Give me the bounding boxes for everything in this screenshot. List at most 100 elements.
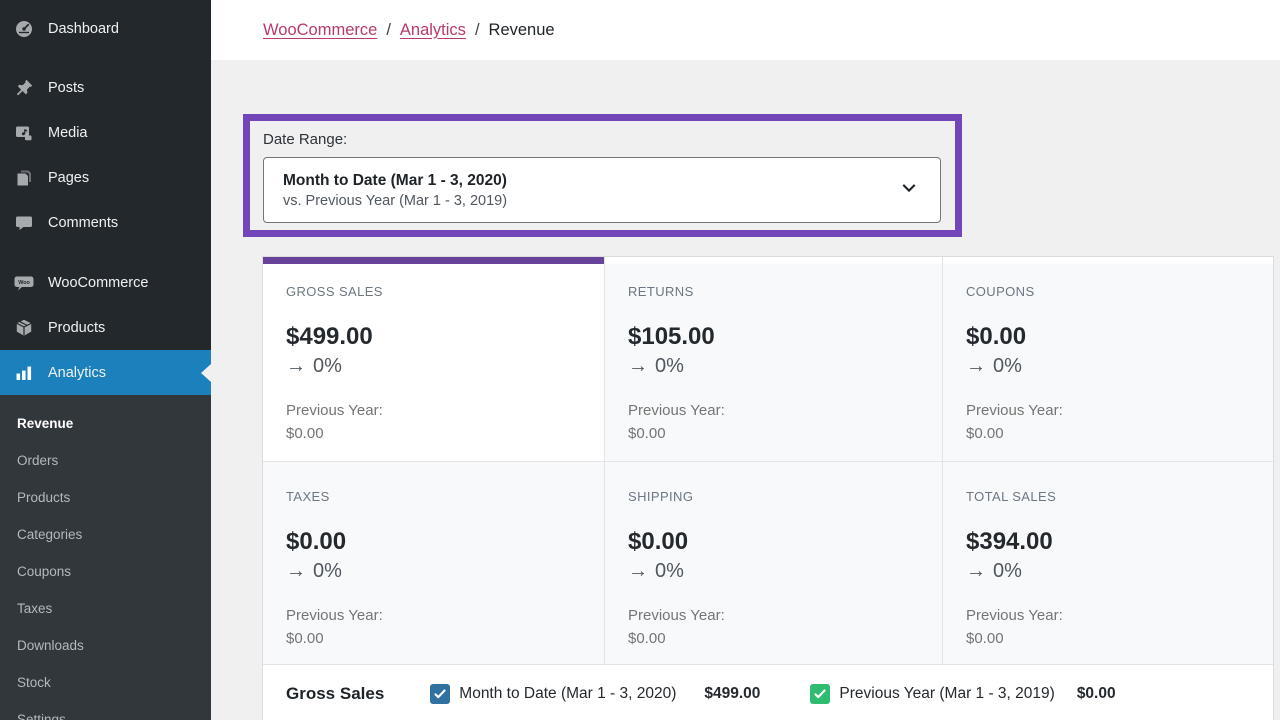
sidebar-item-dashboard[interactable]: Dashboard (0, 6, 211, 51)
submenu-item-revenue[interactable]: Revenue (17, 416, 74, 431)
date-range-label: Date Range: (263, 131, 348, 148)
breadcrumb-separator: / (474, 20, 480, 39)
sidebar-item-label: Analytics (48, 364, 107, 381)
legend-series-previous-year[interactable]: Previous Year (Mar 1 - 3, 2019) $0.00 (810, 683, 1116, 704)
revenue-summary-card: GROSS SALES $499.00 → 0% Previous Year: $… (262, 256, 1274, 720)
trend-arrow-icon: → (286, 355, 306, 377)
stat-value: $0.00 (628, 528, 689, 555)
stat-prev-value: $0.00 (628, 630, 666, 647)
breadcrumb: WooCommerce / Analytics / Revenue (263, 21, 555, 40)
chart-legend: Gross Sales Month to Date (Mar 1 - 3, 20… (263, 664, 1273, 720)
stat-trend: → 0% (966, 355, 1253, 378)
breadcrumb-link-woocommerce[interactable]: WooCommerce (263, 20, 378, 39)
stat-label: RETURNS (628, 284, 694, 299)
date-range-selected: Month to Date (Mar 1 - 3, 2020) (283, 171, 507, 189)
stat-prev-label: Previous Year: (966, 607, 1063, 624)
stat-previous: Previous Year: $0.00 (628, 399, 922, 445)
analytics-submenu: Revenue Orders Products Categories Coupo… (0, 395, 211, 720)
stat-change: 0% (993, 560, 1022, 582)
stats-grid: GROSS SALES $499.00 → 0% Previous Year: $… (263, 257, 1273, 664)
stat-prev-label: Previous Year: (966, 402, 1063, 419)
package-icon (13, 317, 35, 339)
stat-value: $0.00 (286, 528, 347, 555)
stat-prev-value: $0.00 (286, 425, 324, 442)
stat-change: 0% (313, 560, 342, 582)
submenu-item-downloads[interactable]: Downloads (17, 638, 84, 653)
trend-arrow-icon: → (286, 560, 306, 582)
series-label: Month to Date (Mar 1 - 3, 2020) (459, 684, 677, 702)
submenu-item-stock[interactable]: Stock (17, 675, 51, 690)
stat-trend: → 0% (286, 560, 584, 583)
sidebar-item-woocommerce[interactable]: Woo WooCommerce (0, 260, 211, 305)
stat-trend: → 0% (286, 355, 584, 378)
pages-icon (13, 167, 35, 189)
stat-change: 0% (655, 355, 684, 377)
sidebar-item-comments[interactable]: Comments (0, 200, 211, 245)
sidebar-item-media[interactable]: Media (0, 110, 211, 155)
checkbox-checked-icon[interactable] (810, 683, 831, 704)
sidebar-item-label: WooCommerce (48, 274, 149, 291)
stat-prev-value: $0.00 (966, 630, 1004, 647)
chart-title: Gross Sales (286, 683, 385, 703)
series-value: $499.00 (704, 684, 761, 702)
breadcrumb-bar: WooCommerce / Analytics / Revenue (211, 0, 1280, 60)
series-value: $0.00 (1076, 684, 1116, 702)
trend-arrow-icon: → (966, 560, 986, 582)
stat-card-taxes[interactable]: TAXES $0.00 → 0% Previous Year: $0.00 (263, 461, 604, 664)
chevron-down-icon (898, 177, 920, 204)
submenu-item-coupons[interactable]: Coupons (17, 564, 72, 579)
admin-sidebar: Dashboard Posts Media Pages (0, 0, 211, 720)
submenu-item-settings[interactable]: Settings (17, 712, 66, 720)
stat-label: GROSS SALES (286, 284, 383, 299)
sidebar-item-label: Products (48, 319, 106, 336)
breadcrumb-current-page: Revenue (488, 20, 555, 39)
date-range-dropdown[interactable]: Month to Date (Mar 1 - 3, 2020) vs. Prev… (263, 157, 941, 223)
stat-card-gross-sales[interactable]: GROSS SALES $499.00 → 0% Previous Year: $… (263, 257, 604, 461)
current-menu-arrow-icon (201, 363, 211, 382)
stat-previous: Previous Year: $0.00 (286, 399, 584, 445)
submenu-item-taxes[interactable]: Taxes (17, 601, 53, 616)
sidebar-item-posts[interactable]: Posts (0, 65, 211, 110)
svg-text:Woo: Woo (18, 279, 30, 285)
main-content: WooCommerce / Analytics / Revenue Date R… (211, 0, 1280, 720)
stat-card-total-sales[interactable]: TOTAL SALES $394.00 → 0% Previous Year: $… (942, 461, 1273, 664)
sidebar-item-pages[interactable]: Pages (0, 155, 211, 200)
stat-trend: → 0% (966, 560, 1253, 583)
legend-series-month-to-date[interactable]: Month to Date (Mar 1 - 3, 2020) $499.00 (430, 683, 761, 704)
trend-arrow-icon: → (966, 355, 986, 377)
stat-card-shipping[interactable]: SHIPPING $0.00 → 0% Previous Year: $0.00 (604, 461, 942, 664)
breadcrumb-link-analytics[interactable]: Analytics (399, 20, 466, 39)
stat-value: $394.00 (966, 528, 1053, 555)
pin-icon (13, 77, 35, 99)
stat-value: $499.00 (286, 323, 373, 350)
stat-prev-value: $0.00 (286, 630, 324, 647)
submenu-item-products[interactable]: Products (17, 490, 71, 505)
bar-chart-icon (13, 362, 35, 384)
sidebar-item-label: Pages (48, 169, 90, 186)
stat-prev-label: Previous Year: (286, 607, 383, 624)
stat-card-returns[interactable]: RETURNS $105.00 → 0% Previous Year: $0.00 (604, 257, 942, 461)
stat-prev-label: Previous Year: (286, 402, 383, 419)
admin-menu: Dashboard Posts Media Pages (0, 0, 211, 395)
sidebar-item-label: Posts (48, 79, 85, 96)
sidebar-item-label: Dashboard (48, 20, 119, 37)
active-card-indicator (263, 257, 604, 264)
checkbox-checked-icon[interactable] (430, 683, 451, 704)
stat-card-coupons[interactable]: COUPONS $0.00 → 0% Previous Year: $0.00 (942, 257, 1273, 461)
stat-trend: → 0% (628, 560, 922, 583)
stat-change: 0% (993, 355, 1022, 377)
trend-arrow-icon: → (628, 355, 648, 377)
submenu-item-orders[interactable]: Orders (17, 453, 59, 468)
date-range-comparison: vs. Previous Year (Mar 1 - 3, 2019) (283, 192, 508, 209)
stat-label: SHIPPING (628, 489, 694, 504)
sidebar-item-analytics[interactable]: Analytics (0, 350, 211, 395)
trend-arrow-icon: → (628, 560, 648, 582)
stat-prev-label: Previous Year: (628, 607, 725, 624)
submenu-item-categories[interactable]: Categories (17, 527, 83, 542)
series-label: Previous Year (Mar 1 - 3, 2019) (839, 684, 1055, 702)
stat-label: TAXES (286, 489, 330, 504)
sidebar-item-products[interactable]: Products (0, 305, 211, 350)
woocommerce-icon: Woo (13, 272, 35, 294)
stat-label: COUPONS (966, 284, 1035, 299)
